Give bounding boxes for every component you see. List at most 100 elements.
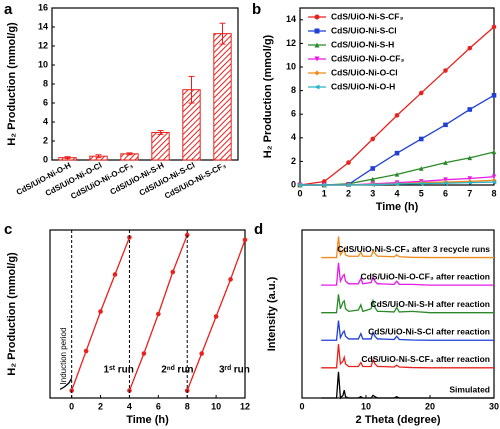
error-bar [95, 154, 102, 159]
error-bar [188, 75, 195, 104]
data-point [83, 348, 89, 354]
y-tick-label: 8 [43, 78, 48, 88]
x-tick-label: 4 [394, 188, 399, 198]
y-tick-label: 0 [291, 179, 296, 189]
series-line [321, 236, 494, 259]
x-tick-label: 7 [467, 188, 472, 198]
y-axis-label: H₂ Production (mmol/g) [6, 22, 18, 146]
data-point [418, 166, 424, 171]
legend-marker [314, 14, 320, 20]
data-point [213, 314, 219, 319]
data-point [467, 107, 473, 112]
x-tick-label: 2 [98, 401, 103, 411]
y-tick-label: 2 [291, 156, 296, 166]
data-point [394, 113, 400, 118]
data-point [491, 93, 497, 98]
y-tick-label: 16 [38, 2, 48, 12]
data-point [443, 177, 448, 182]
data-point [242, 237, 248, 243]
legend-label: CdS/UiO-Ni-S-H [331, 39, 394, 49]
y-tick-label: 12 [286, 38, 296, 48]
error-bar [157, 130, 164, 135]
x-axis-label: Time (h) [376, 201, 419, 213]
data-point [491, 149, 497, 155]
data-point [467, 155, 473, 161]
x-tick-label: 2 [346, 188, 351, 198]
series-label: CdS/UiO-Ni-S-CF₃ after 3 recycle runs [337, 244, 490, 254]
data-point [184, 232, 190, 238]
data-point [443, 179, 448, 185]
x-tick-label: 30 [489, 401, 499, 411]
data-point [467, 45, 473, 51]
x-tick-label: 3 [370, 188, 375, 198]
legend-label: CdS/UiO-Ni-S-Cl [331, 25, 397, 35]
data-point [418, 181, 424, 186]
series-label: 3ʳᵈ run [219, 365, 250, 376]
data-point [443, 180, 448, 186]
x-tick-label: 8 [185, 401, 190, 411]
legend-marker [314, 70, 320, 76]
data-point [491, 24, 497, 30]
data-point [98, 309, 103, 314]
x-tick-label: 6 [443, 188, 448, 198]
data-point [443, 68, 448, 73]
series-line [59, 377, 73, 390]
legend-label: CdS/UiO-Ni-O-CF₃ [331, 53, 404, 63]
y-tick-label: 2 [43, 135, 48, 145]
x-tick-label: 0 [299, 401, 304, 411]
x-tick-label: 10 [211, 401, 221, 411]
data-point [418, 90, 424, 96]
data-point [141, 351, 147, 356]
data-point [467, 180, 473, 185]
series-line [321, 262, 494, 286]
y-tick-label: 12 [38, 40, 48, 50]
y-tick-label: 6 [291, 109, 296, 119]
data-point [370, 136, 376, 142]
panel-label: c [4, 221, 12, 238]
data-point [297, 182, 303, 188]
y-axis-label: Intensity (a.u.) [266, 276, 278, 351]
data-point [156, 311, 161, 317]
series-label: Induction period [59, 328, 68, 385]
legend-marker [314, 28, 320, 34]
data-point [346, 182, 351, 188]
series-label: 1ˢᵗ run [103, 365, 133, 376]
error-bar [126, 152, 133, 156]
data-point [112, 272, 118, 277]
y-tick-label: 4 [43, 116, 48, 126]
x-tick-label: 6 [156, 401, 161, 411]
x-tick-label: 10 [361, 401, 371, 411]
y-tick-label: 14 [38, 21, 48, 31]
y-tick-label: 0 [43, 154, 48, 164]
legend-marker [314, 42, 320, 48]
series-label: CdS/UiO-Ni-S-H after reaction [371, 299, 491, 309]
data-point [321, 182, 327, 188]
data-point [170, 269, 176, 275]
plot-frame [51, 7, 239, 161]
data-point [418, 136, 424, 142]
series-line [300, 151, 495, 186]
series-label: CdS/UiO-Ni-S-Cl after reaction [368, 327, 490, 337]
data-point [443, 122, 448, 128]
error-bar [64, 156, 71, 160]
series-label: CdS/UiO-Ni-O-CF₃ after reaction [360, 271, 490, 281]
panel-label: a [4, 1, 13, 18]
data-point [370, 166, 376, 171]
data-point [443, 160, 448, 165]
data-point [321, 179, 327, 184]
data-point [346, 160, 351, 165]
x-tick-label: 1 [322, 188, 327, 198]
panel-label: b [252, 1, 261, 18]
legend-label: CdS/UiO-Ni-S-CF₃ [331, 11, 403, 21]
bar [213, 33, 232, 161]
x-tick-label: 8 [491, 188, 496, 198]
data-point [491, 174, 497, 180]
y-axis-label: H₂ Production (mmol/g) [262, 34, 274, 158]
y-tick-label: 6 [43, 97, 48, 107]
y-tick-label: 10 [38, 59, 48, 69]
legend-marker [314, 56, 320, 62]
data-point [491, 179, 497, 185]
series-line [321, 344, 494, 369]
x-tick-label: 12 [240, 401, 250, 411]
